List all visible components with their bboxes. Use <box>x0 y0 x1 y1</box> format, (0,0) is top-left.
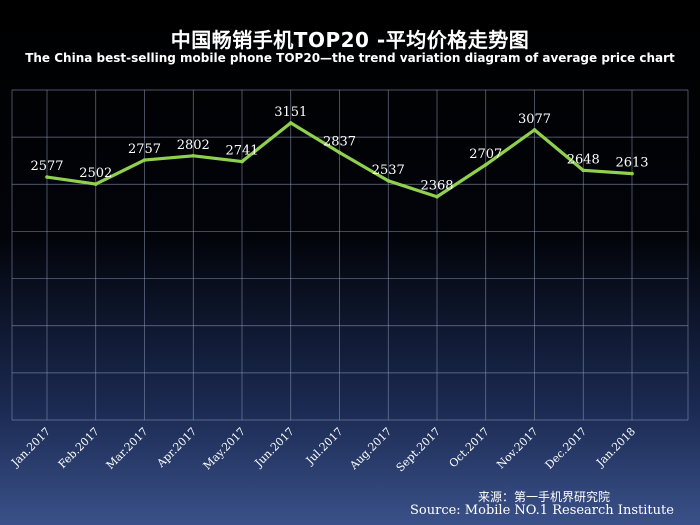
data-point <box>630 171 634 176</box>
data-point <box>142 158 147 162</box>
data-label: 2757 <box>128 142 161 157</box>
data-point <box>483 162 488 167</box>
data-label: 2837 <box>323 135 356 150</box>
x-tick-label: Aug.2017 <box>347 425 395 473</box>
source-english: Source: Mobile NO.1 Research Institute <box>410 503 674 518</box>
x-tick-label: Oct.2017 <box>447 425 492 470</box>
data-label: 2707 <box>469 147 502 162</box>
data-label: 3151 <box>274 105 307 120</box>
data-point <box>386 178 391 183</box>
data-label: 2613 <box>615 156 648 171</box>
grid <box>11 89 689 421</box>
data-label: 2537 <box>372 163 405 178</box>
x-tick-labels: Jan.2017 Feb.2017 Mar.2017 Apr.2017 May.2017… <box>8 425 638 474</box>
data-label: 2648 <box>567 152 600 167</box>
data-point <box>337 150 342 155</box>
data-label: 2577 <box>30 159 63 174</box>
data-point <box>191 154 196 158</box>
chart-subtitle: The China best-selling mobile phone TOP2… <box>25 51 675 65</box>
series-line-group <box>45 121 634 199</box>
data-labels: 2577 2502 2757 2802 2741 3151 2837 2537 2368 2707… <box>30 105 648 194</box>
data-label: 2741 <box>225 144 258 159</box>
data-point <box>532 128 537 132</box>
x-tick-label: Dec.2017 <box>543 425 590 472</box>
x-tick-label: May.2017 <box>201 425 248 472</box>
data-label: 2368 <box>420 179 453 194</box>
x-tick-label: Apr.2017 <box>154 425 200 471</box>
x-tick-label: Sept.2017 <box>394 425 443 474</box>
data-point <box>581 168 586 173</box>
x-tick-label: Jan.2017 <box>8 425 53 470</box>
data-label: 2802 <box>177 138 210 153</box>
data-label: 3077 <box>518 112 551 127</box>
x-tick-label: Mar.2017 <box>104 425 151 472</box>
x-tick-label: Nov.2017 <box>494 425 540 471</box>
x-tick-label: Feb.2017 <box>56 425 102 471</box>
data-point <box>435 194 439 199</box>
chart-title: 中国畅销手机TOP20 -平均价格走势图 <box>170 28 530 52</box>
x-tick-label: Jan.2018 <box>593 425 638 470</box>
data-point <box>93 182 98 186</box>
data-point <box>288 121 293 125</box>
data-point <box>45 175 49 179</box>
source-chinese: 来源：第一手机界研究院 <box>478 490 611 504</box>
x-tick-label: Jun.2017 <box>252 425 297 470</box>
data-point <box>240 159 244 164</box>
x-tick-label: Jul.2017 <box>303 425 346 468</box>
data-label: 2502 <box>79 166 112 181</box>
